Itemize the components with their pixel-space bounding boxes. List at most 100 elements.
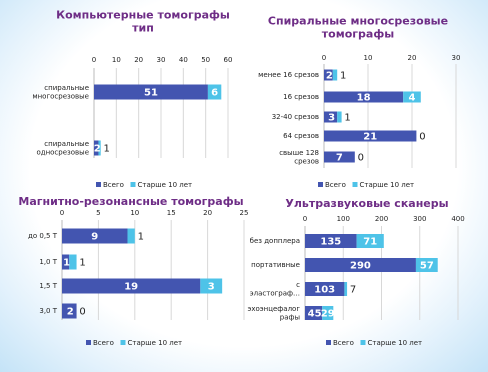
data-label-older: 1: [344, 113, 350, 124]
legend-swatch: [326, 340, 331, 345]
bar-older: [337, 111, 342, 123]
category-label: спиральные многосрезовые: [32, 84, 89, 101]
chart-4: Ультразвуковые сканеры 0 100 200 300 400 без д…: [248, 197, 465, 347]
chart-title: Ультразвуковые сканеры: [285, 197, 448, 210]
bar-older: [69, 254, 77, 270]
tick-label: 15: [167, 209, 176, 217]
legend-entry: Старше 10 лет: [128, 339, 183, 347]
data-label-total: 19: [124, 282, 138, 293]
data-label-older: 4: [409, 93, 416, 104]
category-label: 16 срезов: [283, 93, 319, 101]
tick-label: 0: [92, 56, 96, 64]
category-label: без допплера: [250, 237, 300, 245]
bar-total: [324, 151, 355, 163]
bar-older: [200, 278, 223, 294]
tick-label: 400: [451, 215, 464, 223]
category-label: 1,5 Т: [39, 282, 57, 290]
legend-entry: Старше 10 лет: [368, 339, 423, 347]
tick-label: 60: [224, 56, 233, 64]
category-label: 32-40 срезов: [272, 113, 319, 121]
bar-older: [127, 228, 135, 244]
data-label-older: 29: [321, 309, 335, 320]
bar-total: [305, 258, 416, 272]
bar-total: [324, 91, 404, 103]
bar-older: [344, 282, 348, 296]
tick-label: 30: [157, 56, 166, 64]
bar-older: [356, 234, 384, 248]
data-label-older: 1: [104, 144, 110, 155]
bar-older: [98, 140, 101, 156]
bar-total: [305, 282, 345, 296]
legend-entry: Всего: [103, 181, 124, 189]
data-label-older: 1: [79, 258, 85, 269]
bar-total: [305, 306, 323, 320]
data-label-older: 57: [420, 261, 434, 272]
bar-total: [324, 69, 333, 81]
data-label-older: 1: [138, 232, 144, 243]
data-label-total: 2: [326, 71, 333, 82]
tick-label: 0: [322, 54, 326, 62]
legend-swatch: [352, 182, 358, 187]
tick-label: 0: [60, 209, 64, 217]
legend-entry: Старше 10 лет: [360, 181, 415, 189]
data-label-total: 103: [314, 285, 335, 296]
category-label: 3,0 Т: [39, 307, 57, 315]
bar-total: [94, 84, 208, 100]
data-label-older: 71: [363, 237, 377, 248]
data-label-older: 6: [211, 88, 218, 99]
tick-label: 10: [130, 209, 139, 217]
tick-label: 0: [303, 215, 307, 223]
tick-label: 40: [179, 56, 188, 64]
tick-label: 100: [337, 215, 350, 223]
category-label: 64 срезов: [283, 132, 319, 140]
bar-total: [62, 278, 201, 294]
tick-label: 300: [413, 215, 426, 223]
bar-older: [207, 84, 222, 100]
category-label: спиральные односрезовые: [36, 140, 89, 157]
legend-swatch: [86, 340, 91, 345]
legend-swatch: [318, 182, 323, 187]
legend-entry: Всего: [333, 339, 354, 347]
tick-label: 30: [452, 54, 461, 62]
category-label: менее 16 срезов: [258, 71, 319, 79]
tick-label: 10: [364, 54, 373, 62]
data-label-total: 9: [91, 232, 98, 243]
data-label-older: 3: [208, 282, 215, 293]
chart-title: Компьютерные томографы тип: [56, 9, 230, 35]
bar-total: [324, 111, 338, 123]
legend-entry: Всего: [93, 339, 114, 347]
legend-swatch: [96, 182, 101, 187]
data-label-total: 2: [67, 307, 74, 318]
legend-entry: Всего: [325, 181, 346, 189]
tick-label: 20: [134, 56, 143, 64]
bar-older: [403, 91, 421, 103]
data-label-total: 51: [144, 88, 158, 99]
bar-total: [305, 234, 357, 248]
bar-total: [324, 130, 417, 142]
tick-label: 50: [201, 56, 210, 64]
bar-older: [415, 258, 438, 272]
data-label-older: 0: [419, 132, 425, 143]
bar-older: [322, 306, 334, 320]
category-label: свыше 128 срезов: [279, 149, 319, 166]
data-label-total: 7: [336, 153, 343, 164]
legend-swatch: [360, 340, 366, 345]
tick-label: 5: [96, 209, 100, 217]
legend-swatch: [120, 340, 126, 345]
bar-older: [332, 69, 338, 81]
category-label: эхоэнцефалог рафы: [248, 305, 301, 322]
data-label-total: 290: [350, 261, 371, 272]
data-label-total: 1: [63, 258, 70, 269]
legend-swatch: [130, 182, 136, 187]
tick-label: 25: [240, 209, 249, 217]
data-label-total: 18: [357, 93, 371, 104]
bar-total: [94, 140, 99, 156]
chart-title: Магнитно-резонансные томографы: [18, 195, 243, 208]
data-label-total: 2: [94, 144, 101, 155]
data-label-total: 45: [308, 309, 322, 320]
bar-total: [62, 303, 77, 319]
tick-label: 20: [408, 54, 417, 62]
category-label: до 0,5 Т: [28, 232, 58, 240]
